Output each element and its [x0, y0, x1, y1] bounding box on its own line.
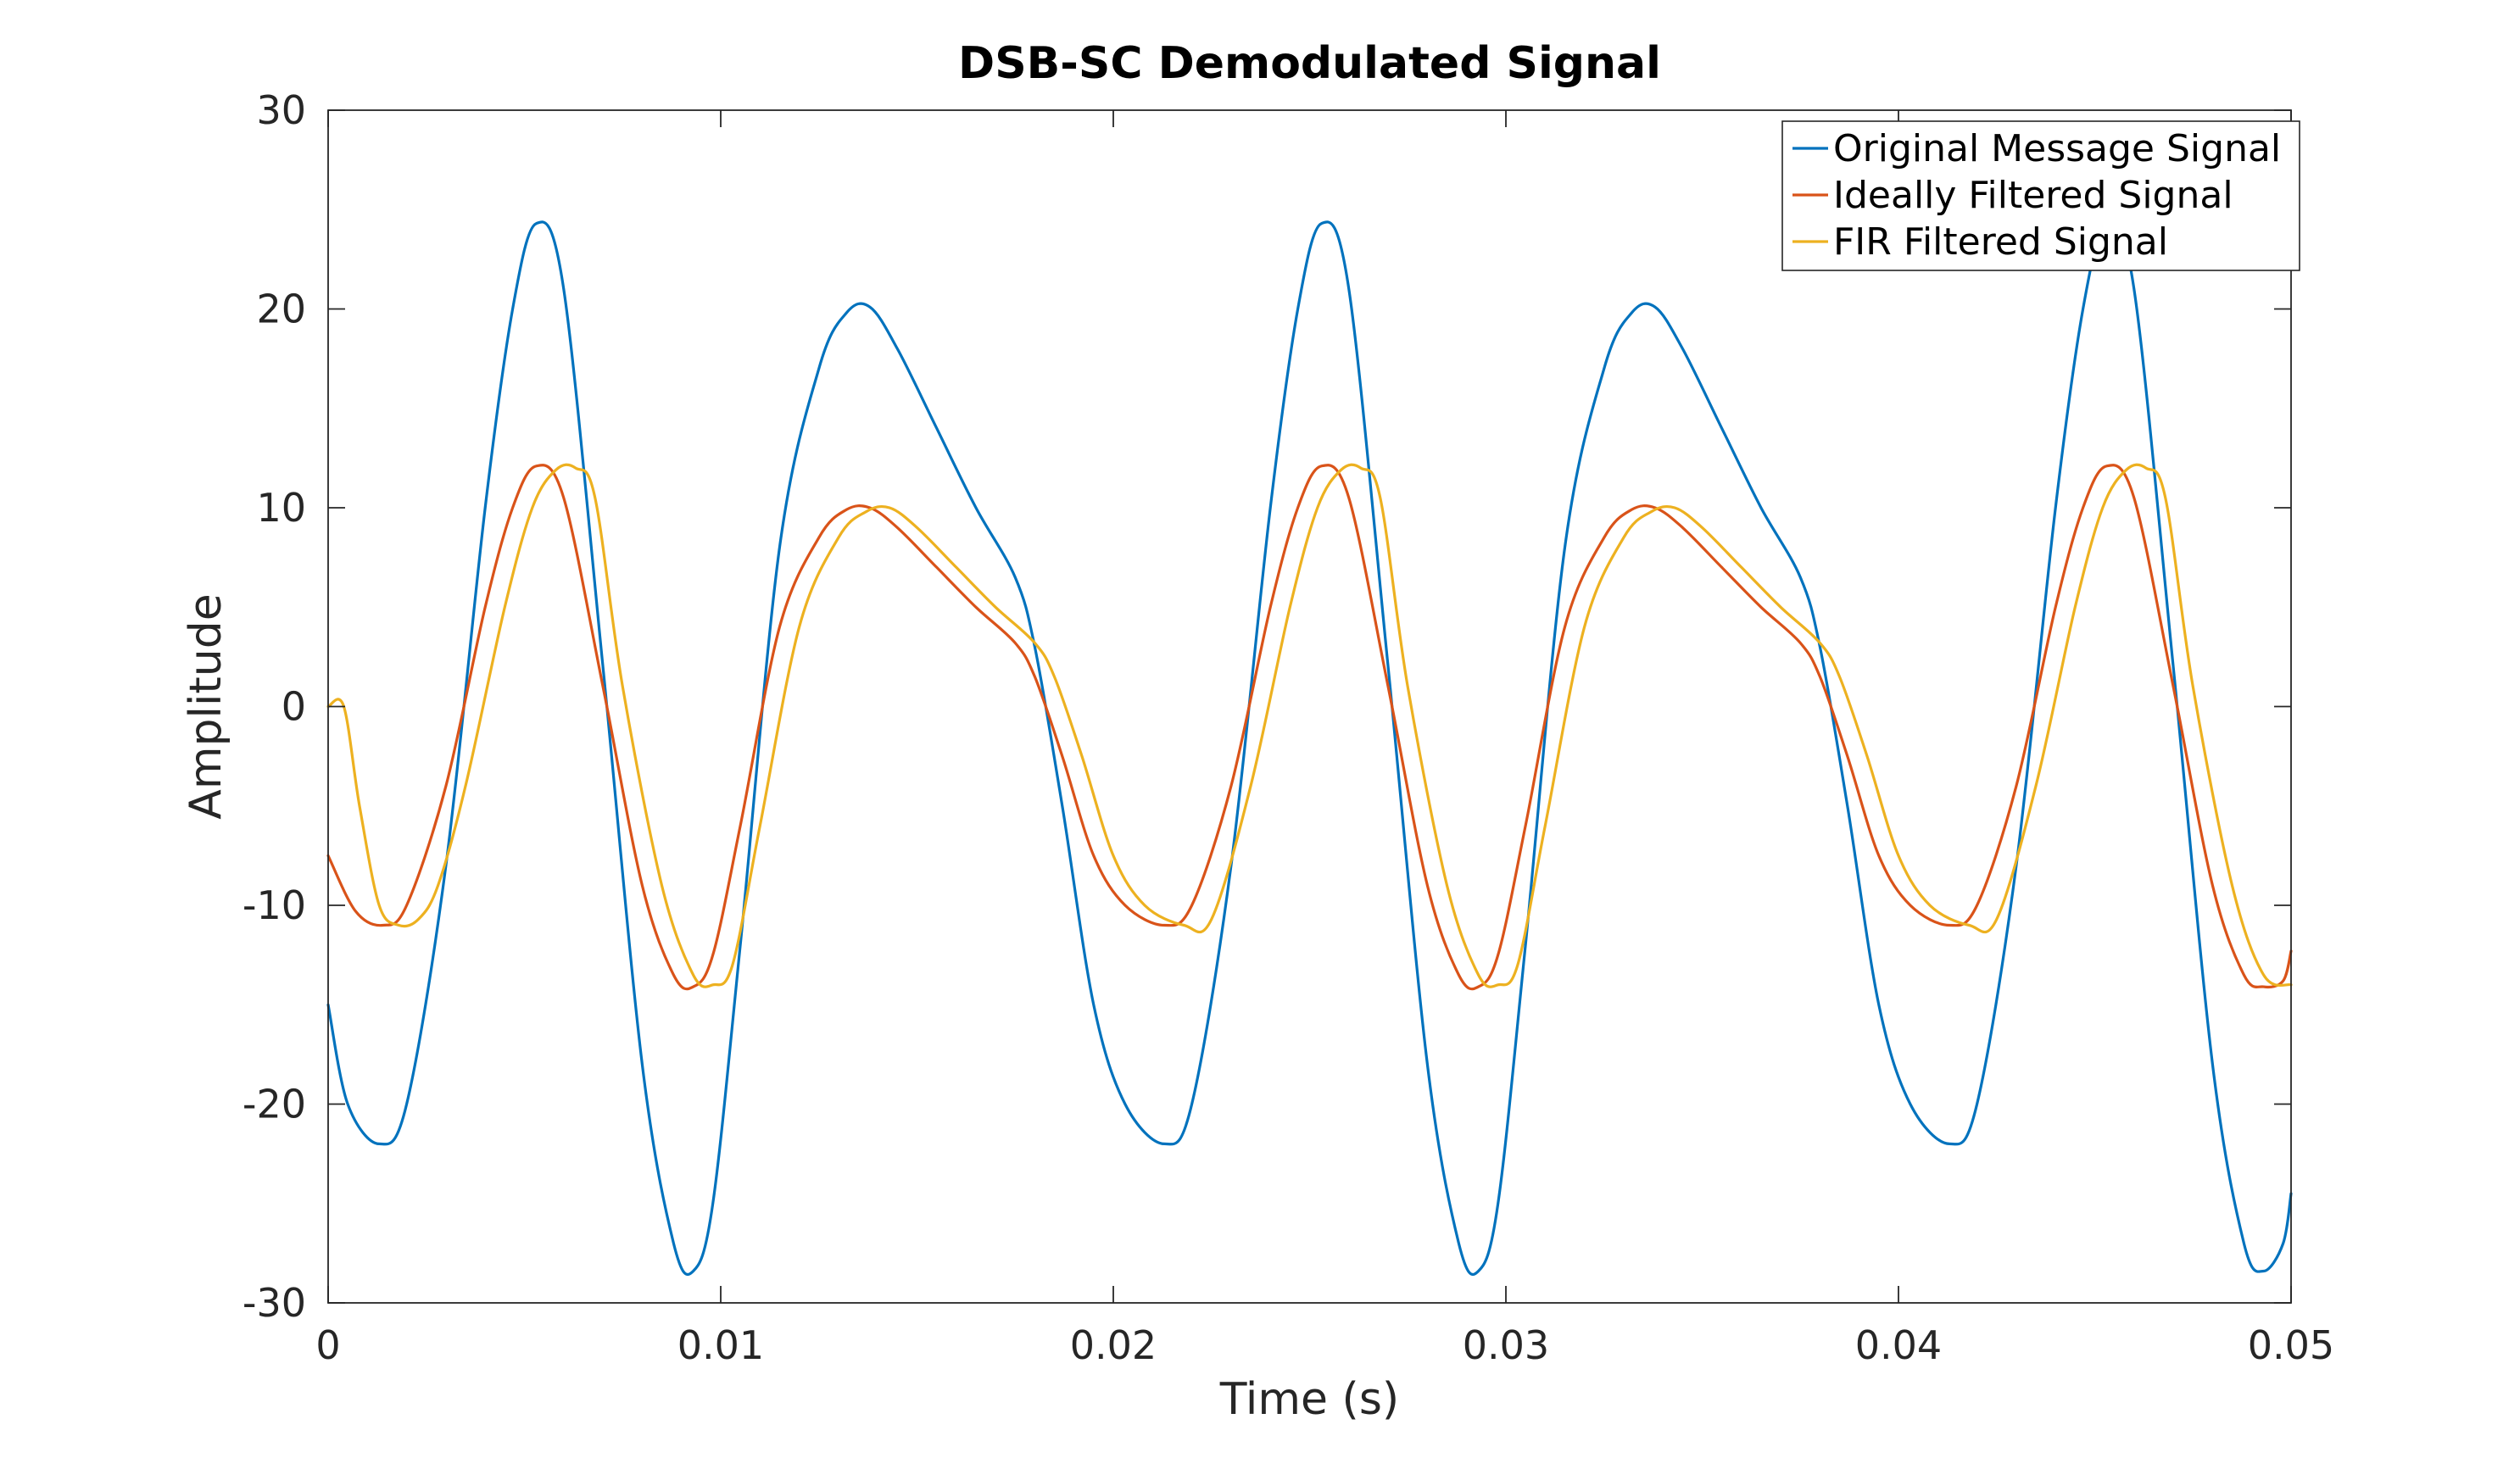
- y-tick-label: -30: [243, 1280, 306, 1326]
- y-tick-label: 10: [256, 485, 306, 531]
- y-axis-title: Amplitude: [181, 593, 231, 819]
- plot-area: [328, 110, 2291, 1303]
- y-tick-label: 0: [282, 684, 306, 730]
- chart-title: DSB-SC Demodulated Signal: [958, 38, 1661, 89]
- legend-label-ideally-filtered-signal: Ideally Filtered Signal: [1833, 174, 2233, 217]
- x-axis: 0 0.01 0.02 0.03 0.04 0.05: [315, 110, 2334, 1368]
- y-tick-label: -20: [243, 1082, 306, 1127]
- legend-box: [1781, 120, 2300, 271]
- series-line-original-message-signal: [326, 220, 2293, 1276]
- x-tick-label: 0.05: [2248, 1322, 2334, 1368]
- x-tick-label: 0: [315, 1322, 340, 1368]
- series-layer: [326, 220, 2293, 1276]
- legend-label-original-message-signal: Original Message Signal: [1833, 127, 2281, 170]
- x-tick-label: 0.02: [1070, 1322, 1157, 1368]
- legend-label-fir-filtered-signal: FIR Filtered Signal: [1833, 220, 2168, 264]
- x-tick-label: 0.03: [1463, 1322, 1549, 1368]
- y-axis: 30 20 10 0 -10 -20 -30: [243, 87, 2291, 1326]
- y-tick-label: 20: [256, 287, 306, 332]
- series-line-fir-filtered-signal: [326, 463, 2293, 988]
- x-tick-label: 0.01: [677, 1322, 764, 1368]
- series-line-ideally-filtered-signal: [326, 464, 2293, 991]
- y-tick-label: -10: [243, 882, 306, 928]
- y-tick-label: 30: [256, 87, 306, 133]
- x-tick-label: 0.04: [1855, 1322, 1942, 1368]
- x-axis-title: Time (s): [1219, 1374, 1399, 1425]
